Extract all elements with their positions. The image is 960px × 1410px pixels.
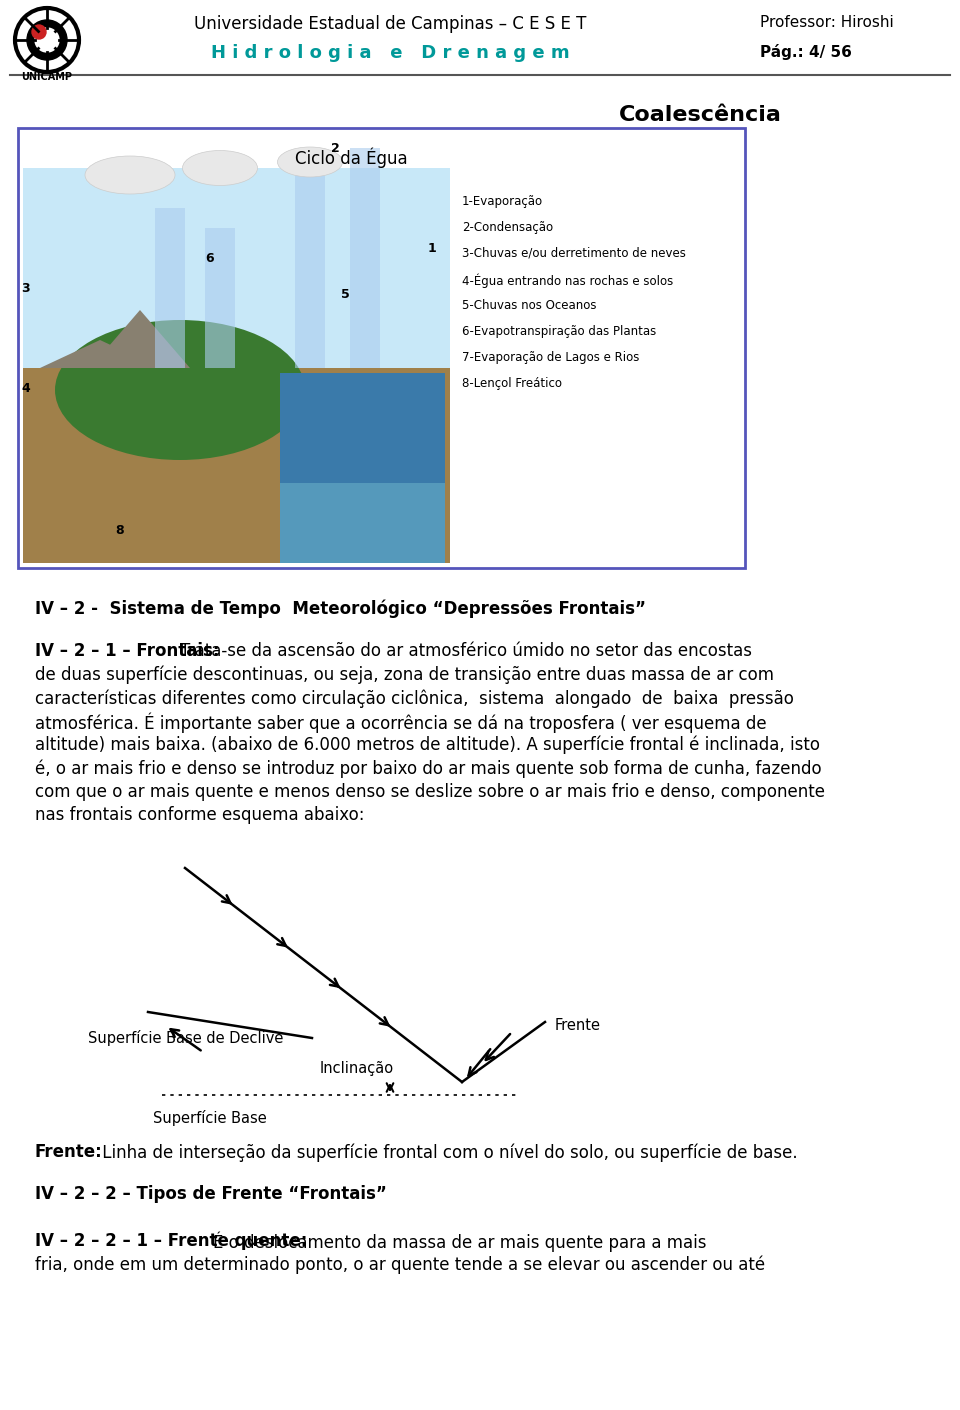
Text: IV – 2 – 1 – Frontais:: IV – 2 – 1 – Frontais: — [35, 642, 220, 660]
Text: Inclinação: Inclinação — [320, 1060, 395, 1076]
Text: 2: 2 — [330, 141, 340, 155]
Text: 8-Lençol Freático: 8-Lençol Freático — [462, 376, 562, 391]
Text: 1-Evaporação: 1-Evaporação — [462, 195, 543, 209]
Bar — [155, 209, 185, 368]
Text: UNICAMP: UNICAMP — [21, 72, 73, 82]
Ellipse shape — [55, 320, 305, 460]
Circle shape — [35, 28, 59, 52]
Text: 6-Evapotranspiração das Plantas: 6-Evapotranspiração das Plantas — [462, 324, 657, 338]
Bar — [295, 168, 325, 368]
Text: IV – 2 – 2 – Tipos de Frente “Frontais”: IV – 2 – 2 – Tipos de Frente “Frontais” — [35, 1184, 387, 1203]
Bar — [18, 128, 745, 568]
Text: Superfície Base: Superfície Base — [154, 1110, 267, 1127]
Circle shape — [32, 25, 46, 39]
Text: Frente: Frente — [555, 1018, 601, 1032]
Text: H i d r o l o g i a   e   D r e n a g e m: H i d r o l o g i a e D r e n a g e m — [210, 44, 569, 62]
Bar — [280, 374, 445, 563]
Text: Universidade Estadual de Campinas – C E S E T: Universidade Estadual de Campinas – C E … — [194, 16, 587, 32]
Text: É o deslocamento da massa de ar mais quente para a mais: É o deslocamento da massa de ar mais que… — [213, 1232, 707, 1252]
Text: 4: 4 — [22, 382, 31, 395]
Text: altitude) mais baixa. (abaixo de 6.000 metros de altitude). A superfície frontal: altitude) mais baixa. (abaixo de 6.000 m… — [35, 736, 820, 754]
Text: 6: 6 — [205, 251, 214, 265]
Polygon shape — [90, 310, 190, 368]
Bar — [280, 484, 445, 563]
Text: características diferentes como circulação ciclônica,  sistema  alongado  de  ba: características diferentes como circulaç… — [35, 689, 794, 708]
Text: Coalescência: Coalescência — [618, 104, 781, 125]
Circle shape — [27, 20, 67, 61]
Text: 3-Chuvas e/ou derretimento de neves: 3-Chuvas e/ou derretimento de neves — [462, 247, 685, 259]
Text: IV – 2 – 2 – 1 – Frente quente:: IV – 2 – 2 – 1 – Frente quente: — [35, 1232, 307, 1251]
Ellipse shape — [85, 157, 175, 195]
Text: 7-Evaporação de Lagos e Rios: 7-Evaporação de Lagos e Rios — [462, 351, 639, 364]
Bar — [205, 228, 235, 368]
Text: Superfície Base de Declive: Superfície Base de Declive — [88, 1029, 283, 1046]
Ellipse shape — [182, 151, 257, 186]
Text: 1: 1 — [427, 241, 437, 254]
Polygon shape — [40, 340, 160, 368]
Text: é, o ar mais frio e denso se introduz por baixo do ar mais quente sob forma de c: é, o ar mais frio e denso se introduz po… — [35, 760, 822, 778]
Text: Professor: Hiroshi: Professor: Hiroshi — [760, 16, 894, 30]
Text: nas frontais conforme esquema abaixo:: nas frontais conforme esquema abaixo: — [35, 807, 365, 825]
Text: Pág.: 4/ 56: Pág.: 4/ 56 — [760, 44, 852, 61]
Bar — [23, 368, 450, 563]
Text: 5: 5 — [341, 289, 349, 302]
Text: Ciclo da Égua: Ciclo da Égua — [295, 148, 408, 169]
Text: Linha de interseção da superfície frontal com o nível do solo, ou superfície de : Linha de interseção da superfície fronta… — [97, 1144, 798, 1162]
Bar — [350, 148, 380, 368]
Text: fria, onde em um determinado ponto, o ar quente tende a se elevar ou ascender ou: fria, onde em um determinado ponto, o ar… — [35, 1255, 765, 1275]
Ellipse shape — [277, 147, 343, 178]
Bar — [23, 168, 450, 368]
Text: 5-Chuvas nos Oceanos: 5-Chuvas nos Oceanos — [462, 299, 596, 312]
Text: atmosférica. É importante saber que a ocorrência se dá na troposfera ( ver esque: atmosférica. É importante saber que a oc… — [35, 712, 767, 733]
Text: de duas superfície descontinuas, ou seja, zona de transição entre duas massa de : de duas superfície descontinuas, ou seja… — [35, 666, 774, 684]
Text: com que o ar mais quente e menos denso se deslize sobre o ar mais frio e denso, : com que o ar mais quente e menos denso s… — [35, 783, 825, 801]
Text: 8: 8 — [116, 523, 124, 536]
Text: Trata-se da ascensão do ar atmosférico úmido no setor das encostas: Trata-se da ascensão do ar atmosférico ú… — [180, 642, 752, 660]
Text: 3: 3 — [22, 282, 31, 295]
Text: 2-Condensação: 2-Condensação — [462, 221, 553, 234]
Text: 4-Égua entrando nas rochas e solos: 4-Égua entrando nas rochas e solos — [462, 274, 673, 288]
Text: Frente:: Frente: — [35, 1144, 103, 1160]
Text: IV – 2 -  Sistema de Tempo  Meteorológico “Depressões Frontais”: IV – 2 - Sistema de Tempo Meteorológico … — [35, 601, 646, 619]
